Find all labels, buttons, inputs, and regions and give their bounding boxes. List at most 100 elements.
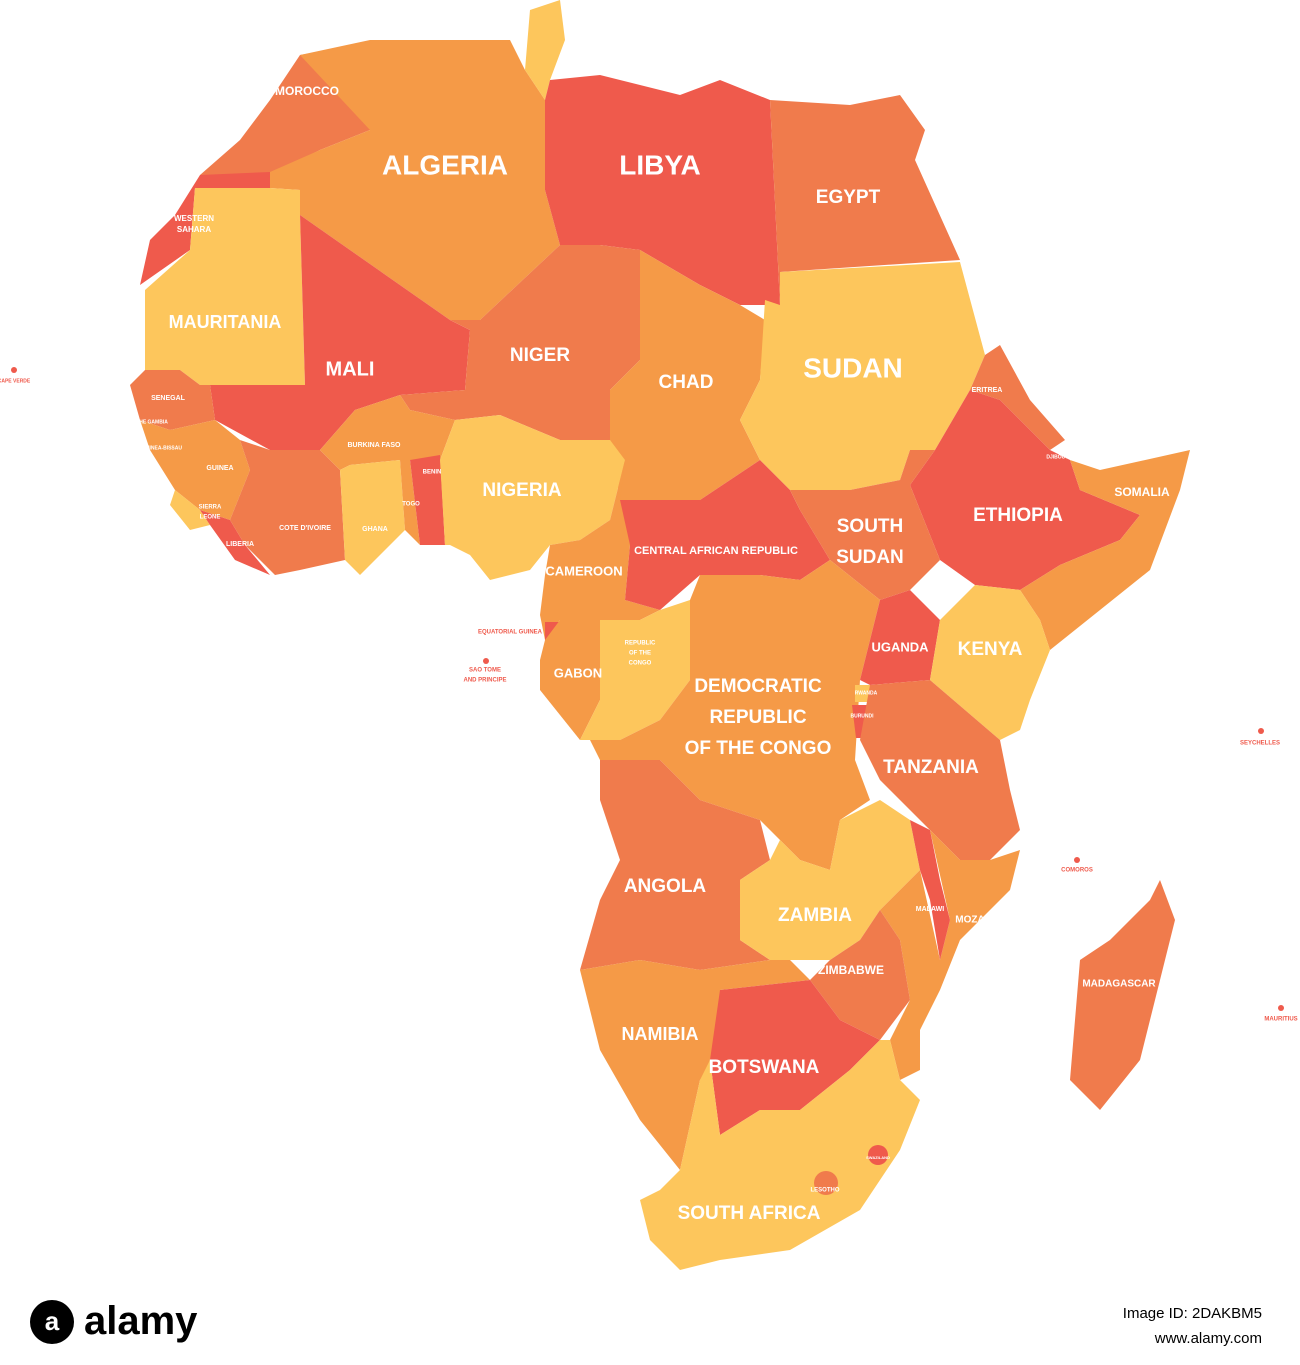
country-shape bbox=[790, 450, 940, 600]
country-label: ALGERIA bbox=[382, 149, 508, 180]
country-label: DEMOCRATIC bbox=[694, 676, 822, 697]
island-dot bbox=[1258, 728, 1264, 734]
country-shape bbox=[400, 460, 420, 545]
country-shape bbox=[620, 460, 830, 610]
country-label: MOZAMBIQUE bbox=[955, 915, 1025, 926]
island-dot bbox=[483, 658, 489, 664]
country-label: OF THE bbox=[629, 651, 651, 657]
country-label: DJIBOUTI bbox=[1046, 454, 1070, 460]
country-shape bbox=[640, 1040, 920, 1270]
country-label: SOUTH bbox=[837, 516, 904, 537]
country-label: CONGO bbox=[629, 661, 652, 667]
image-id: Image ID: 2DAKBM5 bbox=[1123, 1305, 1262, 1322]
country-label: LEONE bbox=[200, 515, 221, 521]
country-labels: MOROCCO ALGERIA LIBYA EGYPT WESTERN SAHARA MAU… bbox=[0, 84, 1298, 1224]
country-label: CAMEROON bbox=[545, 563, 622, 578]
country-label: SUDAN bbox=[803, 352, 903, 383]
country-label: OF THE CONGO bbox=[685, 738, 832, 759]
country-shape bbox=[210, 215, 470, 450]
country-shape bbox=[860, 680, 1020, 860]
country-label: MAURITANIA bbox=[169, 312, 282, 332]
country-label: REPUBLIC bbox=[625, 641, 656, 647]
country-label: ZAMBIA bbox=[778, 905, 852, 926]
country-shape bbox=[525, 0, 565, 100]
island-dot bbox=[1278, 1005, 1284, 1011]
country-shape bbox=[930, 585, 1050, 740]
country-shape bbox=[970, 345, 1065, 450]
country-shape bbox=[610, 250, 765, 500]
country-shape bbox=[770, 95, 960, 305]
country-label: BURUNDI bbox=[850, 713, 874, 719]
country-label: SOMALIA bbox=[1114, 485, 1170, 499]
country-label: GUINEA bbox=[206, 465, 233, 472]
countries bbox=[130, 0, 1190, 1270]
country-label: COMOROS bbox=[1061, 868, 1093, 874]
country-label: EQUATORIAL GUINEA bbox=[478, 630, 543, 636]
country-label: SUDAN bbox=[836, 547, 904, 568]
country-label: MALI bbox=[326, 358, 375, 380]
country-shape bbox=[810, 910, 910, 1040]
country-label: BURKINA FASO bbox=[347, 442, 401, 449]
country-shape bbox=[860, 590, 940, 685]
country-shape bbox=[170, 490, 210, 530]
country-shape bbox=[880, 830, 1020, 1080]
country-label: MALAWI bbox=[916, 906, 944, 913]
island-markers bbox=[11, 367, 1284, 1011]
country-shape bbox=[200, 510, 270, 575]
country-shape bbox=[320, 395, 455, 470]
country-label: AND PRINCIPE bbox=[463, 678, 506, 684]
logo-icon bbox=[30, 1300, 74, 1344]
country-label: SWAZILAND bbox=[866, 1155, 890, 1160]
island-dot bbox=[11, 367, 17, 373]
footer-logo: alamy bbox=[84, 1299, 198, 1343]
country-label: CAPE VERDE bbox=[0, 378, 31, 384]
footer-url: www.alamy.com bbox=[1154, 1330, 1262, 1347]
country-label: MAURITIUS bbox=[1264, 1017, 1297, 1023]
country-shape bbox=[740, 800, 920, 960]
country-shape bbox=[145, 188, 305, 385]
country-label: RWANDA bbox=[855, 690, 878, 696]
footer-bar bbox=[0, 1276, 1300, 1365]
country-shape bbox=[580, 600, 690, 740]
country-label: THE GAMBIA bbox=[136, 419, 168, 425]
country-label: LIBYA bbox=[619, 149, 700, 180]
country-label: SEYCHELLES bbox=[1240, 741, 1280, 747]
country-shape bbox=[868, 1145, 888, 1165]
country-shape bbox=[740, 262, 985, 490]
country-label: CENTRAL AFRICAN REPUBLIC bbox=[634, 545, 798, 557]
country-label: EGYPT bbox=[816, 187, 881, 208]
country-shape bbox=[140, 420, 250, 520]
country-label: LESOTHO bbox=[810, 1188, 839, 1194]
country-shape bbox=[1070, 880, 1175, 1110]
country-label: BENIN bbox=[423, 470, 442, 476]
country-label: SIERRA bbox=[199, 505, 222, 511]
country-label: KENYA bbox=[958, 639, 1023, 660]
country-shape bbox=[230, 440, 345, 575]
country-label: SOUTH AFRICA bbox=[678, 1203, 821, 1224]
country-shape bbox=[410, 455, 445, 545]
country-shape bbox=[400, 245, 640, 440]
country-label: NAMIBIA bbox=[622, 1024, 699, 1044]
country-label: UGANDA bbox=[871, 639, 929, 654]
country-label: TOGO bbox=[402, 502, 420, 508]
country-label: GUINEA-BISSAU bbox=[142, 445, 182, 451]
country-label: BOTSWANA bbox=[709, 1057, 820, 1078]
country-shape bbox=[440, 415, 625, 580]
country-label: WESTERN bbox=[174, 214, 214, 223]
country-label: GHANA bbox=[362, 526, 388, 533]
country-shape bbox=[140, 172, 270, 285]
country-label: NIGERIA bbox=[482, 480, 561, 501]
country-shape bbox=[545, 75, 780, 305]
country-label: SAO TOME bbox=[469, 668, 501, 674]
country-shape bbox=[340, 460, 405, 575]
country-label: SENEGAL bbox=[151, 395, 186, 402]
country-shape bbox=[590, 560, 880, 870]
country-label: ZIMBABWE bbox=[818, 963, 884, 977]
country-label: SAHARA bbox=[177, 225, 211, 234]
country-shape bbox=[710, 980, 880, 1135]
country-shape bbox=[580, 760, 770, 970]
country-label: REPUBLIC bbox=[709, 707, 806, 728]
country-label: MADAGASCAR bbox=[1082, 979, 1156, 990]
